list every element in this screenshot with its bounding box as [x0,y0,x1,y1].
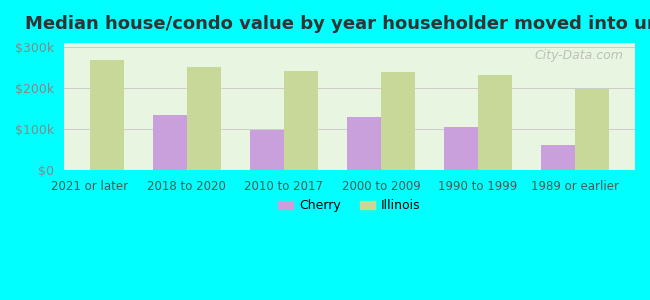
Legend: Cherry, Illinois: Cherry, Illinois [273,194,426,218]
Bar [541,145,575,170]
Bar [478,75,512,170]
Bar [444,127,478,170]
Title: Median house/condo value by year householder moved into unit: Median house/condo value by year househo… [25,15,650,33]
Bar [153,115,187,170]
Bar [284,71,318,170]
Bar [381,72,415,170]
Text: City-Data.com: City-Data.com [535,49,623,62]
Bar [250,130,284,170]
Bar [187,67,221,170]
Bar [347,117,381,170]
Bar [90,60,124,170]
Bar [575,89,609,170]
